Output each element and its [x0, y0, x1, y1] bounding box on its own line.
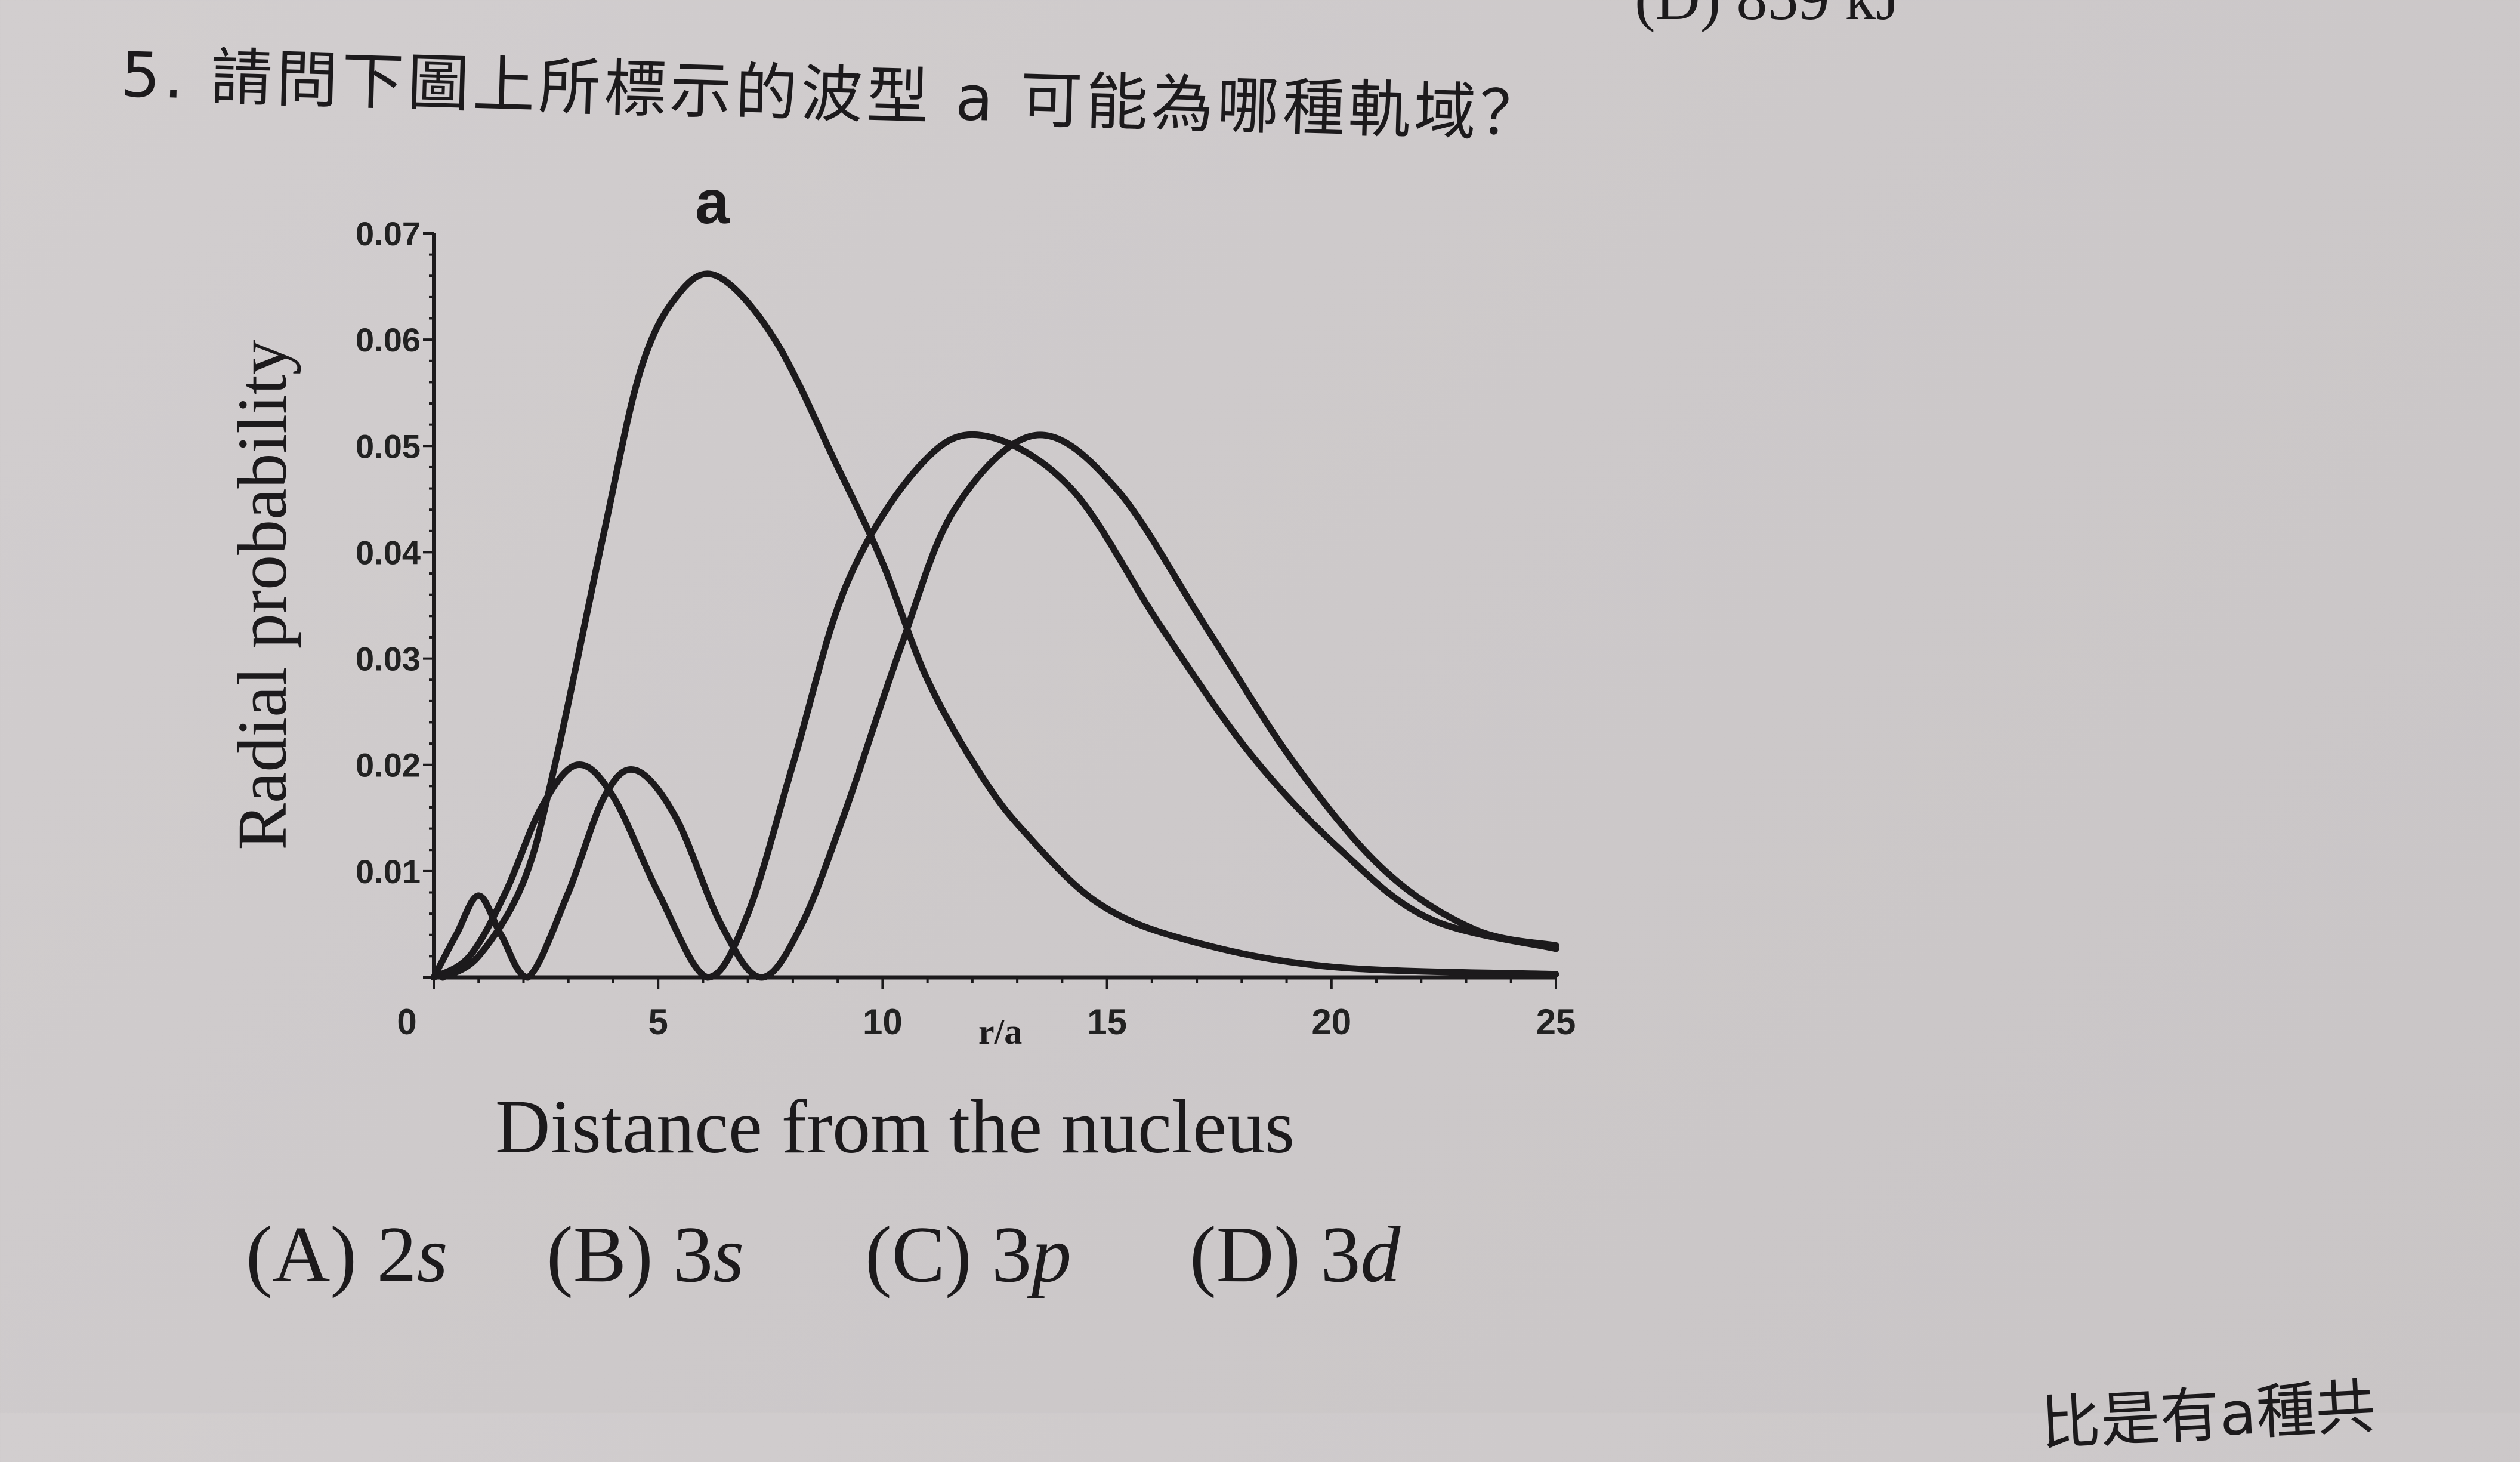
option-d[interactable]: (D) 3d — [1190, 1208, 1401, 1300]
x-axis-label: Distance from the nucleus — [495, 1084, 1295, 1169]
option-n: 3 — [1320, 1210, 1361, 1298]
x-tick-label: 25 — [1536, 1002, 1576, 1042]
curve-1 — [439, 270, 1559, 981]
y-tick-label: 0.04 — [356, 533, 421, 571]
y-tick-label: 0.03 — [356, 640, 421, 678]
curve-annotation-a: a — [695, 168, 730, 237]
option-letter: (A) — [246, 1210, 357, 1298]
y-axis-label: Radial probability — [223, 340, 301, 850]
option-l: s — [416, 1210, 448, 1298]
curve-2 — [430, 431, 1559, 981]
option-letter: (C) — [865, 1210, 972, 1298]
y-tick-label: 0.07 — [356, 215, 421, 252]
option-letter: (B) — [546, 1210, 653, 1298]
option-n: 2 — [376, 1210, 417, 1298]
option-n: 3 — [673, 1210, 714, 1298]
option-b[interactable]: (B) 3s — [546, 1208, 744, 1300]
option-c[interactable]: (C) 3p — [865, 1208, 1071, 1300]
option-n: 3 — [992, 1210, 1032, 1298]
radial-probability-chart: 0 5 10 15 20 25 0.01 0.02 0.03 0.04 0.05 0.06 0.07 — [356, 215, 1576, 1042]
axes — [432, 233, 1556, 980]
x-tick-label: 0 — [397, 1002, 416, 1042]
y-tick-label: 0.06 — [356, 321, 421, 359]
ticks: 0 5 10 15 20 25 0.01 0.02 0.03 0.04 0.05 0.06 0.07 — [356, 215, 1576, 1042]
x-tick-label: 15 — [1087, 1002, 1127, 1042]
y-tick-label: 0.02 — [356, 747, 421, 784]
curve-3 — [430, 431, 1559, 981]
option-l: d — [1360, 1210, 1401, 1298]
option-a[interactable]: (A) 2s — [246, 1208, 448, 1300]
next-question-fragment: 比是有a種共 — [2039, 1371, 2377, 1459]
option-l: p — [1032, 1210, 1072, 1298]
previous-option-fragment: (D) 859 kJ — [1635, 0, 1900, 34]
x-tick-label: 10 — [863, 1002, 903, 1042]
y-tick-label: 0.01 — [356, 853, 421, 890]
x-unit-label: r/a — [978, 1012, 1023, 1051]
x-tick-label: 20 — [1311, 1002, 1351, 1042]
option-letter: (D) — [1190, 1210, 1301, 1298]
x-tick-label: 5 — [648, 1002, 668, 1042]
y-tick-label: 0.05 — [356, 427, 421, 465]
option-l: s — [713, 1210, 745, 1298]
curves — [430, 270, 1559, 981]
